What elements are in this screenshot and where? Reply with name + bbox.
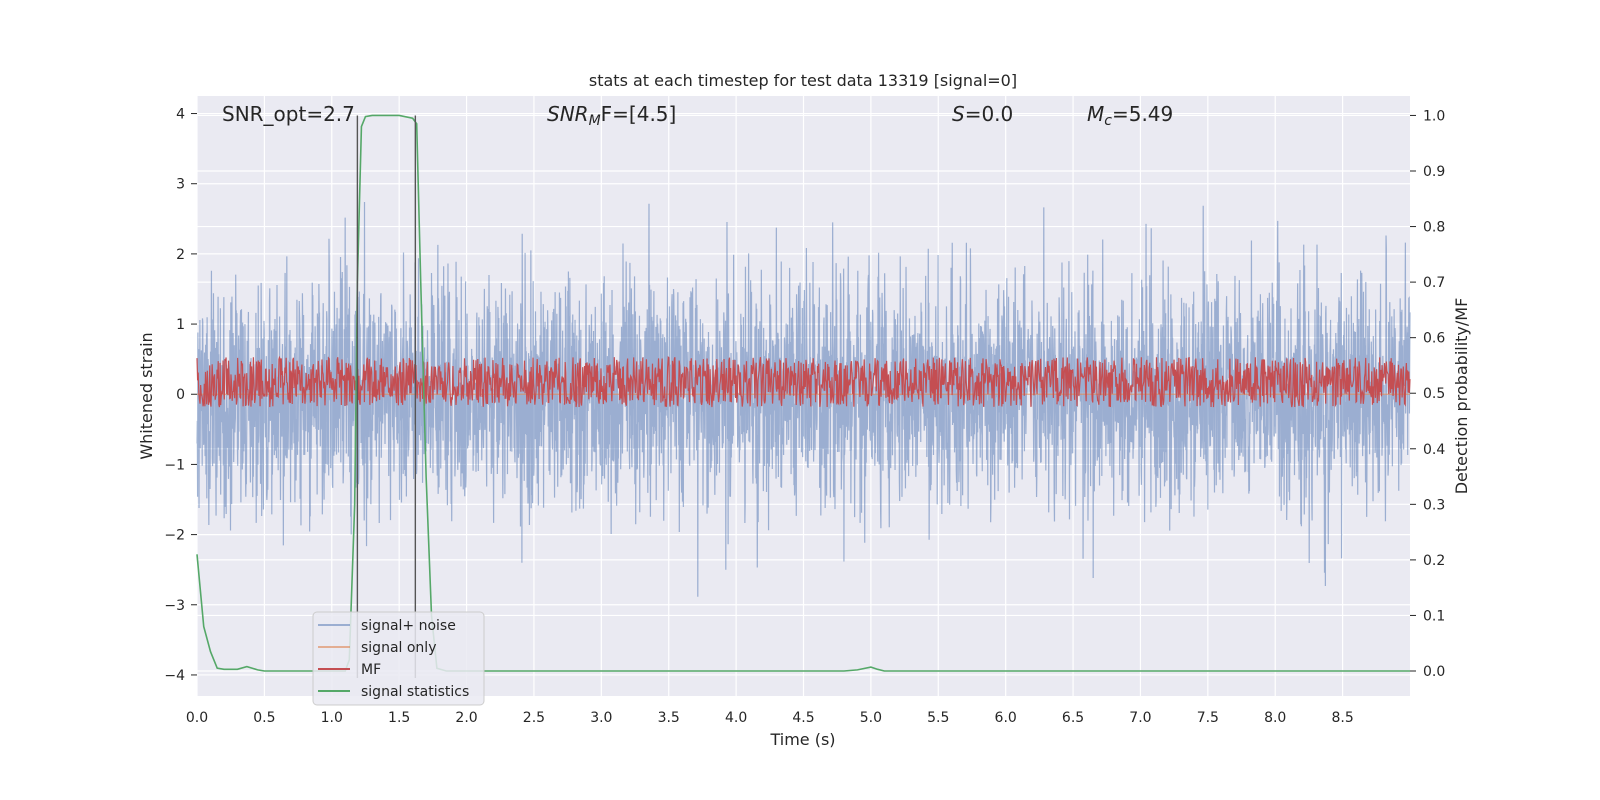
x-tick-2.0: 2.0 xyxy=(455,710,477,726)
x-tick-1.5: 1.5 xyxy=(388,710,410,726)
y-right-tick-4: 0.6 xyxy=(1423,331,1445,347)
x-tick-7.0: 7.0 xyxy=(1129,710,1151,726)
x-axis-label: Time (s) xyxy=(769,730,835,749)
chart-title: stats at each timestep for test data 133… xyxy=(589,71,1017,90)
y-right-tick-1: 0.9 xyxy=(1423,164,1445,180)
y-left-tick-3: 1 xyxy=(176,317,185,333)
y-left-tick-6: −2 xyxy=(164,528,185,544)
legend-label-signal-statistics: signal statistics xyxy=(361,684,469,700)
y-right-tick-6: 0.4 xyxy=(1423,442,1445,458)
annotation-s: S=0.0 xyxy=(952,102,1013,126)
x-tick-4.0: 4.0 xyxy=(725,710,747,726)
annotation-snr-mf: SNRMF=[4.5] xyxy=(547,102,676,129)
x-tick-0.5: 0.5 xyxy=(253,710,275,726)
y-right-tick-7: 0.3 xyxy=(1423,497,1445,513)
x-tick-3.0: 3.0 xyxy=(590,710,612,726)
x-tick-2.5: 2.5 xyxy=(523,710,545,726)
y-left-tick-4: 0 xyxy=(176,387,185,403)
y-right-tick-2: 0.8 xyxy=(1423,220,1445,236)
y-right-tick-10: 0.0 xyxy=(1423,664,1445,680)
y-left-tick-2: 2 xyxy=(176,247,185,263)
y-left-tick-5: −1 xyxy=(164,457,185,473)
vertical-markers xyxy=(356,115,417,678)
legend-entry-signal-statistics: signal statistics xyxy=(318,684,469,700)
x-tick-labels: 0.0 0.5 1.0 1.5 2.0 2.5 3.0 3.5 4.0 4.5 5.0 5.5 6.0 6… xyxy=(186,710,1354,726)
x-tick-8.5: 8.5 xyxy=(1331,710,1353,726)
x-tick-6.5: 6.5 xyxy=(1062,710,1084,726)
series-mf xyxy=(196,355,1411,408)
legend-label-mf: MF xyxy=(361,662,381,678)
series-layer xyxy=(196,114,1411,672)
legend-label-signal-only: signal only xyxy=(361,640,436,656)
y-right-tick-0: 1.0 xyxy=(1423,108,1445,124)
x-tick-6.0: 6.0 xyxy=(995,710,1017,726)
x-tick-7.5: 7.5 xyxy=(1197,710,1219,726)
y-left-axis-label: Whitened strain xyxy=(137,332,156,459)
y-left-tick-8: −4 xyxy=(164,668,185,684)
y-left-tick-7: −3 xyxy=(164,598,185,614)
x-tick-1.0: 1.0 xyxy=(321,710,343,726)
y-right-axis-label: Detection probability/MF xyxy=(1452,298,1471,495)
x-tick-5.0: 5.0 xyxy=(860,710,882,726)
x-tick-8.0: 8.0 xyxy=(1264,710,1286,726)
y-right-tick-3: 0.7 xyxy=(1423,275,1445,291)
y-right-tick-9: 0.1 xyxy=(1423,608,1445,624)
legend-label-signal-noise: signal+ noise xyxy=(361,618,456,634)
y-right-tick-5: 0.5 xyxy=(1423,386,1445,402)
x-tick-4.5: 4.5 xyxy=(792,710,814,726)
legend-box xyxy=(312,611,485,706)
y-right-tick-labels: 1.0 0.9 0.8 0.7 0.6 0.5 0.4 0.3 0.2 0.1 0.0 xyxy=(1410,108,1445,680)
y-left-tick-0: 4 xyxy=(176,107,185,123)
x-tick-5.5: 5.5 xyxy=(927,710,949,726)
y-left-tick-labels: 4 3 2 1 0 −1 −2 −3 −4 xyxy=(164,107,197,684)
x-tick-0.0: 0.0 xyxy=(186,710,208,726)
y-right-tick-8: 0.2 xyxy=(1423,553,1445,569)
x-tick-3.5: 3.5 xyxy=(658,710,680,726)
legend-entry-mf: MF xyxy=(318,662,381,678)
y-left-tick-1: 3 xyxy=(176,177,185,193)
legend-entry-signal-noise: signal+ noise xyxy=(318,618,456,634)
annotation-snr-opt: SNR_opt=2.7 xyxy=(222,102,355,126)
series-signal-statistics xyxy=(196,114,1410,672)
annotation-mc: Mc=5.49 xyxy=(1087,102,1173,129)
legend: signal+ noise signal only MF signal stat… xyxy=(312,611,485,706)
legend-entry-signal-only: signal only xyxy=(318,640,436,656)
